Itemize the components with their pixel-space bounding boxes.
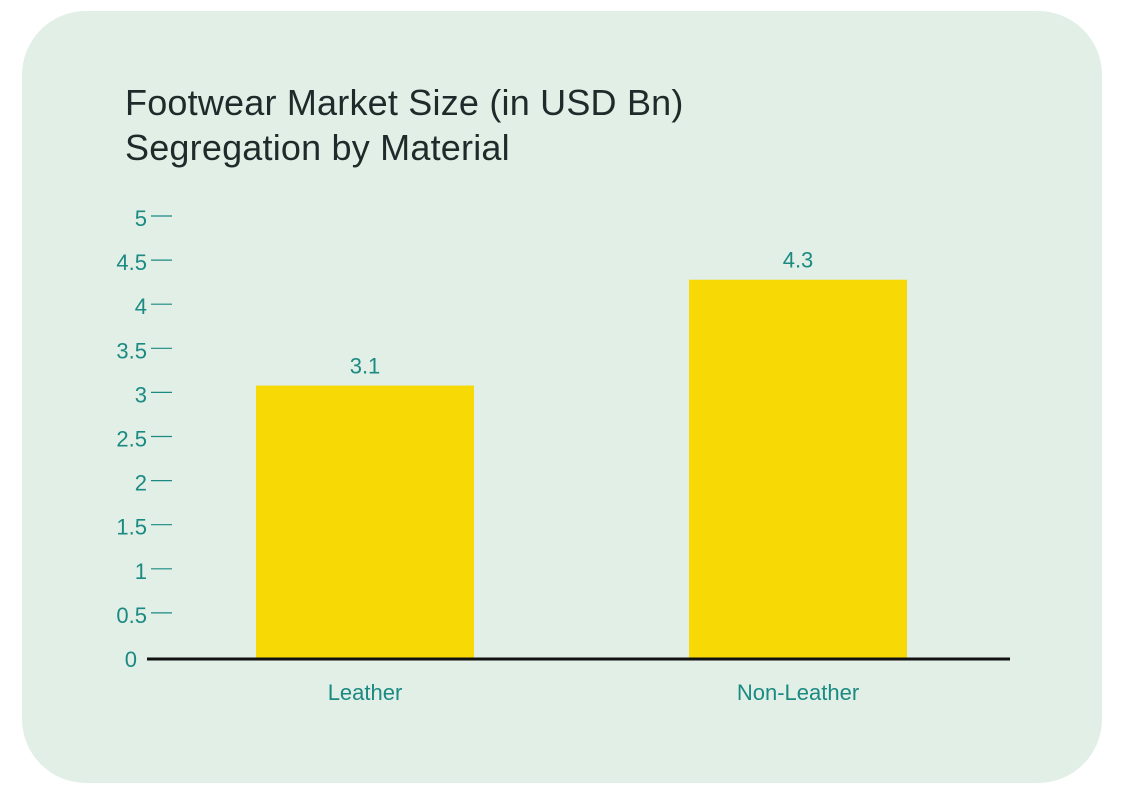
y-tick-label: 0.5 — [116, 603, 147, 628]
y-tick-label: 1 — [135, 559, 147, 584]
y-axis: 0 0.5 1 1.5 2 2.5 3 3.5 4 4.5 5 — [116, 206, 172, 672]
y-tick-label: 3.5 — [116, 338, 147, 363]
data-label: 4.3 — [783, 248, 814, 273]
y-tick-label: 2 — [135, 471, 147, 496]
chart-title: Footwear Market Size (in USD Bn) Segrega… — [125, 82, 684, 168]
chart-card — [22, 11, 1102, 783]
y-tick-label: 4 — [135, 294, 147, 319]
x-tick-label: Non-Leather — [737, 680, 859, 705]
y-tick-label: 5 — [135, 206, 147, 231]
bar — [256, 385, 474, 659]
y-tick-label: 0 — [125, 647, 137, 672]
bar — [689, 279, 907, 659]
bars: 3.1 4.3 — [256, 248, 907, 659]
x-axis: Leather Non-Leather — [147, 657, 1010, 705]
y-tick-label: 4.5 — [116, 250, 147, 275]
y-tick-label: 2.5 — [116, 427, 147, 452]
data-label: 3.1 — [350, 354, 381, 379]
x-tick-label: Leather — [328, 680, 403, 705]
y-tick-label: 3 — [135, 382, 147, 407]
y-tick-label: 1.5 — [116, 515, 147, 540]
